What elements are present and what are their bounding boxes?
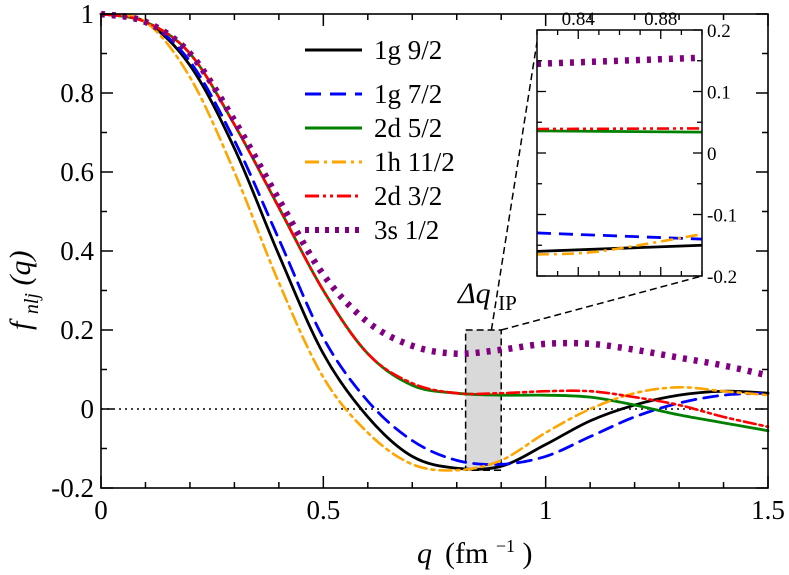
series-line-3s-1-2	[100, 10, 769, 379]
main-y-axis-title: f nlj (q)	[4, 251, 45, 330]
main-ticks-group: 0 0.5 1 1.5-0.200.20.40.60.81	[51, 0, 785, 525]
y-tick-label: 0.6	[60, 157, 94, 187]
y-tick-label: 1	[81, 0, 95, 29]
y-tick-label: 0	[81, 394, 95, 424]
legend-label-1h112: 1h 11/2	[374, 147, 455, 177]
inset-ticks-group: 0.84 0.88 -0.2 -0.1 0 0.1 0.2	[536, 9, 737, 288]
series-line-2d-3-2	[99, 12, 770, 429]
y-axis-symbol: f	[4, 318, 37, 330]
legend-label-2d52: 2d 5/2	[374, 113, 442, 143]
y-tick-label: 0.2	[60, 315, 94, 345]
inset-x-tick-label: 0.88	[644, 9, 677, 30]
inset-y-tick-label: -0.2	[707, 267, 737, 288]
y-tick-label: -0.2	[51, 473, 94, 503]
zoom-connector-upper	[490, 41, 538, 331]
x-axis-symbol: q	[417, 537, 432, 570]
inset-y-tick-label: 0.2	[707, 21, 731, 42]
y-tick-label: 0.4	[60, 236, 94, 266]
main-series-group	[99, 10, 770, 472]
svg-text:f nlj (q): f nlj (q)	[4, 251, 45, 330]
series-line-2d-5-2	[99, 12, 770, 433]
inset-series-line-2d-3-2	[536, 127, 703, 131]
inset-y-tick-label: -0.1	[707, 206, 737, 227]
x-tick-label: 1.5	[751, 495, 785, 525]
delta-q-ip-band	[464, 329, 502, 471]
legend-label-1g72: 1g 7/2	[374, 79, 442, 109]
zoom-connector-lower	[501, 275, 703, 331]
y-tick-label: 0.8	[60, 78, 94, 108]
svg-text:(fm −1 ): (fm −1 )	[445, 526, 532, 570]
x-tick-label: 0.5	[306, 495, 340, 525]
series-line-1g-7-2	[99, 12, 770, 466]
x-axis-unit: (fm	[445, 537, 488, 570]
delta-q-ip-label: Δq IP	[457, 277, 517, 315]
x-tick-label: 1	[539, 495, 553, 525]
inset-x-tick-label: 0.84	[562, 9, 596, 30]
inset-plot: 0.84 0.88 -0.2 -0.1 0 0.1 0.2	[536, 9, 737, 288]
inset-series-line-2d-5-2	[536, 129, 703, 134]
main-plot: 0 0.5 1 1.5-0.200.20.40.60.81	[51, 0, 785, 525]
legend: 1g 9/2 1g 7/2 2d 5/2 1h 11/2 2d 3/2 3s 1…	[305, 35, 455, 245]
inset-series-line-1g-7-2	[536, 231, 703, 241]
x-axis-unit-exponent: −1	[496, 536, 515, 556]
legend-label-2d32: 2d 3/2	[374, 181, 442, 211]
inset-y-tick-label: 0.1	[707, 83, 731, 104]
series-line-1h-11-2	[99, 12, 770, 472]
legend-label-1g92: 1g 9/2	[374, 35, 442, 65]
inset-y-tick-label: 0	[707, 144, 717, 165]
y-axis-argument: (q)	[4, 251, 37, 286]
zoom-connector-lines	[490, 41, 703, 331]
svg-text:q: q	[417, 537, 432, 570]
main-x-axis-title: q (fm −1 )	[417, 526, 532, 570]
series-line-1g-9-2	[99, 12, 770, 471]
x-tick-label: 0	[94, 495, 108, 525]
x-axis-unit-close: )	[522, 537, 532, 570]
y-axis-subscript: nlj	[21, 293, 43, 315]
legend-label-3s12: 3s 1/2	[374, 215, 439, 245]
inset-series-group	[536, 54, 703, 256]
